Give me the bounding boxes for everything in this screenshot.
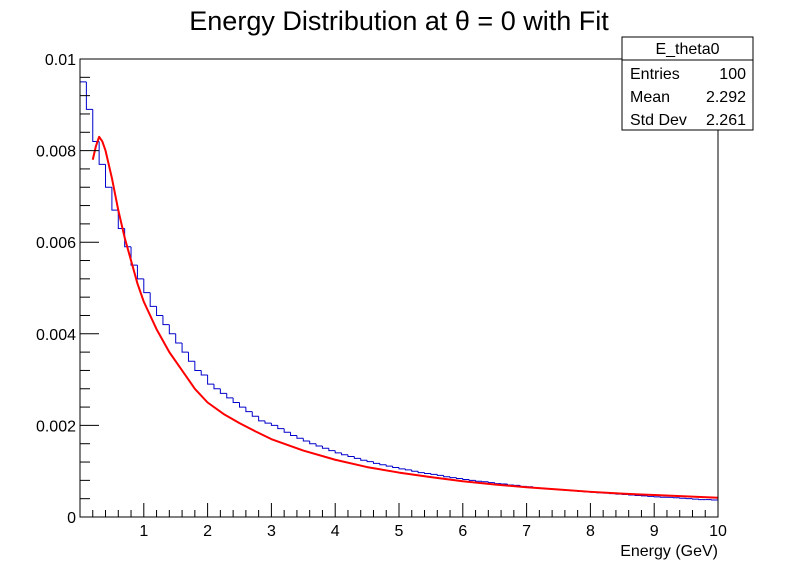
stats-entries-label: Entries <box>630 66 680 83</box>
histogram-bin <box>162 315 170 326</box>
histogram-bin <box>283 428 291 433</box>
histogram-bin <box>105 164 112 188</box>
histogram-bin <box>181 342 189 353</box>
y-tick-label: 0.004 <box>36 327 76 344</box>
histogram-bin <box>302 438 310 442</box>
y-tick-label: 0.008 <box>36 144 76 161</box>
stats-mean-value: 2.292 <box>706 89 746 106</box>
x-tick-label: 4 <box>331 523 340 540</box>
histogram-bin <box>347 454 355 458</box>
histogram-bin <box>372 461 380 464</box>
histogram-bin <box>79 81 87 517</box>
histogram-bin <box>309 440 317 445</box>
histogram-bin <box>187 352 195 362</box>
y-tick-label: 0.01 <box>45 52 76 69</box>
histogram-bin <box>468 479 476 481</box>
histogram-bin <box>219 388 227 394</box>
histogram-bin <box>168 324 176 335</box>
histogram-bin <box>385 464 393 467</box>
histogram-bin <box>449 476 457 479</box>
histogram-bin <box>175 333 183 344</box>
histogram-bin <box>200 370 208 376</box>
histogram-bin <box>341 452 348 456</box>
stats-stddev-label: Std Dev <box>630 112 687 129</box>
histogram-bin <box>239 402 246 408</box>
plot-frame <box>79 58 719 518</box>
histogram-bin <box>430 473 438 475</box>
histogram-bin <box>487 481 495 484</box>
x-tick-label: 8 <box>586 523 595 540</box>
fit-curve-layer <box>91 135 719 499</box>
histogram-bin <box>455 477 463 480</box>
histogram-bin <box>411 469 419 472</box>
fit-curve <box>91 135 719 499</box>
histogram-bin <box>85 81 93 110</box>
histogram-bin <box>136 265 144 280</box>
histogram-bin <box>404 468 412 471</box>
histogram-bin <box>315 443 323 447</box>
x-tick-label: 5 <box>395 523 404 540</box>
histogram-bin <box>462 478 470 480</box>
histogram-bin <box>251 411 259 417</box>
x-tick-label: 9 <box>650 523 659 540</box>
stats-entries-value: 100 <box>719 66 746 83</box>
x-tick-label: 7 <box>522 523 531 540</box>
histogram-bin <box>143 278 151 294</box>
y-tick-label: 0.002 <box>36 418 76 435</box>
histogram-bin <box>366 460 374 463</box>
histogram-bin <box>207 375 214 385</box>
chart-title: Energy Distribution at θ = 0 with Fit <box>189 6 609 36</box>
stats-box-title: E_theta0 <box>655 41 719 58</box>
histogram-bin <box>711 499 719 517</box>
stats-box-frame <box>621 36 754 131</box>
stats-stddev-value: 2.261 <box>706 112 746 129</box>
x-tick-label: 1 <box>139 523 148 540</box>
histogram-bin <box>443 475 451 478</box>
histogram-layer <box>79 81 719 517</box>
histogram-bin <box>398 467 406 470</box>
histogram-bin <box>270 423 278 426</box>
x-tick-label: 2 <box>203 523 212 540</box>
histogram-bin <box>392 466 399 469</box>
histogram-bin <box>424 472 431 474</box>
y-tick-label: 0.006 <box>36 235 76 252</box>
histogram-bin <box>258 416 266 422</box>
y-tick-label: 0 <box>67 510 76 527</box>
x-axis-title: Energy (GeV) <box>620 543 718 560</box>
histogram-bin <box>353 456 361 459</box>
histogram-bin <box>277 425 285 430</box>
histogram-bin <box>245 407 253 413</box>
histogram-bin <box>321 446 329 449</box>
histogram-bin <box>290 432 297 436</box>
histogram-bin <box>436 474 444 476</box>
histogram-bin <box>379 463 387 466</box>
histogram-bin <box>98 141 106 165</box>
histogram-bin <box>156 306 163 316</box>
histogram-bin <box>334 450 342 454</box>
histogram-bin <box>494 482 502 485</box>
histogram-bin <box>264 420 272 424</box>
histogram-bin <box>130 246 138 266</box>
histogram-bin <box>417 471 425 474</box>
histogram-bin <box>111 187 119 211</box>
x-tick-label: 3 <box>267 523 276 540</box>
histogram-bin <box>475 480 482 482</box>
histogram-bin <box>296 435 304 439</box>
stats-mean-label: Mean <box>630 89 670 106</box>
histogram-bin <box>213 384 221 390</box>
histogram-bin <box>232 397 240 403</box>
histogram-bin <box>226 393 234 399</box>
x-tick-label: 6 <box>458 523 467 540</box>
histogram-bin <box>149 292 157 307</box>
x-tick-label: 10 <box>709 523 727 540</box>
histogram-bin <box>360 458 368 461</box>
stats-box: E_theta0 Entries 100 Mean 2.292 Std Dev … <box>621 36 754 131</box>
axes: 1 2 3 4 5 6 7 8 9 10 0 0.002 0.004 0.006 0.008 0.01 <box>36 52 727 540</box>
histogram-bin <box>194 361 202 371</box>
histogram-bin <box>328 448 336 452</box>
